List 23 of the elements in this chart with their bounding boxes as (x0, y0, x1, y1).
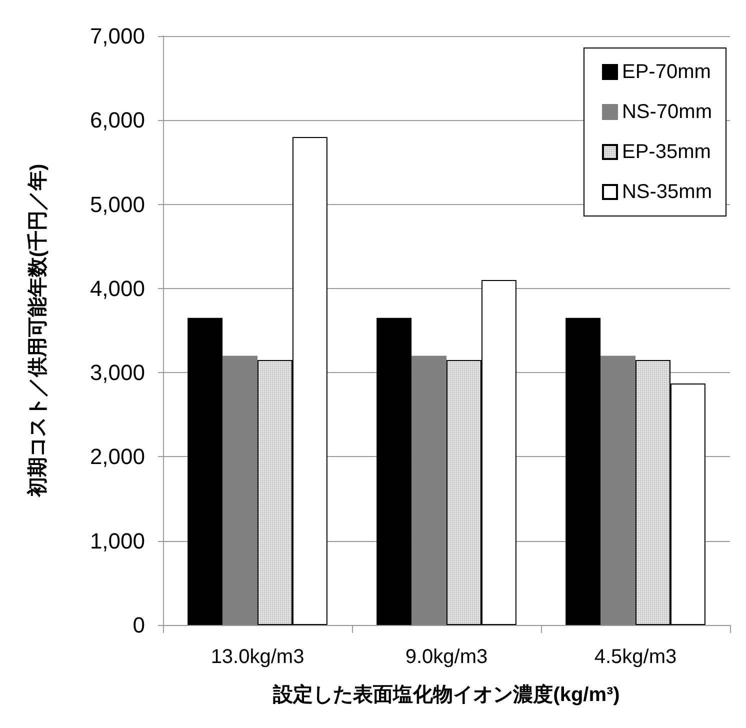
y-axis-title: 初期コスト／供用可能年数(千円／年) (26, 164, 49, 498)
x-tick-label: 4.5kg/m3 (594, 646, 677, 668)
legend-label: EP-35mm (622, 141, 711, 163)
bar (188, 318, 223, 625)
bar (222, 356, 258, 625)
y-tick-label: 4,000 (90, 276, 145, 301)
y-tick-label: 2,000 (90, 444, 145, 470)
x-tick-label: 9.0kg/m3 (405, 646, 488, 668)
x-axis-title: 設定した表面塩化物イオン濃度(kg/m³) (272, 683, 620, 706)
y-tick-label: 7,000 (90, 24, 145, 48)
bar (376, 318, 412, 625)
y-tick-label: 0 (132, 612, 145, 638)
bar (600, 356, 636, 625)
legend-label: NS-70mm (622, 101, 712, 123)
y-tick-label: 1,000 (90, 528, 145, 554)
bar (566, 318, 601, 625)
bar (412, 356, 446, 625)
legend-label: EP-70mm (622, 61, 711, 83)
y-tick-label: 3,000 (90, 360, 145, 386)
y-tick-label: 5,000 (90, 192, 145, 217)
y-tick-label: 6,000 (90, 108, 145, 133)
legend-label: NS-35mm (622, 181, 712, 203)
x-tick-label: 13.0kg/m3 (210, 646, 304, 668)
